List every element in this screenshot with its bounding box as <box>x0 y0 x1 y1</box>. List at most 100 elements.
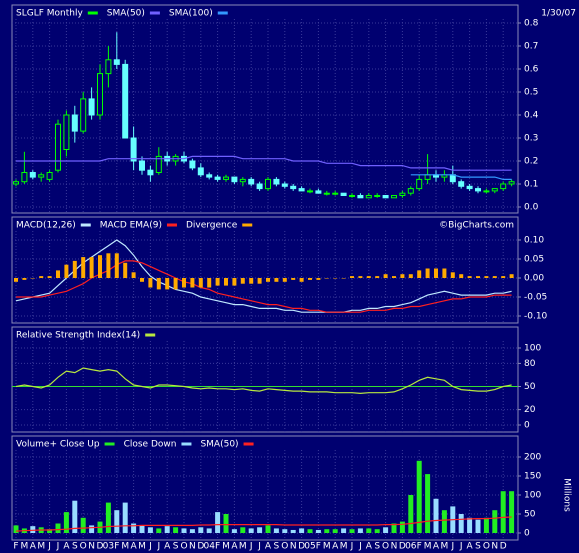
legend-label: Close Down <box>124 440 177 450</box>
candle-body <box>458 181 465 187</box>
candle-body <box>105 59 112 75</box>
bar <box>509 491 515 533</box>
candle-body <box>80 98 87 132</box>
x-tick-label: J <box>350 542 354 552</box>
bar <box>483 517 489 533</box>
y-tick-label: -0.10 <box>524 312 548 322</box>
bar <box>383 527 389 533</box>
x-tick-label: N <box>290 542 297 552</box>
x-tick-label: A <box>131 542 138 552</box>
y-tick-label: 0 <box>524 421 530 431</box>
bar <box>198 278 203 288</box>
x-tick-label: N <box>88 542 95 552</box>
y-tick-label: 20 <box>524 405 536 415</box>
y-tick-label: 0.8 <box>524 19 539 29</box>
date-label: 1/30/07 <box>541 9 576 19</box>
panel-frame <box>11 4 519 214</box>
bar <box>333 278 338 279</box>
legend-label: Divergence <box>186 221 238 231</box>
bar <box>375 276 380 278</box>
bar <box>249 278 254 284</box>
candle-body <box>239 178 246 183</box>
candle-body <box>63 114 70 150</box>
x-tick-label: M <box>323 542 331 552</box>
bar <box>416 460 422 533</box>
bar <box>198 527 204 533</box>
x-tick-label: D <box>399 542 406 552</box>
bar <box>240 278 245 284</box>
candle-body <box>46 172 53 180</box>
y-tick-label: 0.00 <box>524 274 544 284</box>
x-tick-label: A <box>467 542 474 552</box>
bar <box>182 278 186 288</box>
bar <box>316 278 321 280</box>
x-tick-label: O <box>180 542 187 552</box>
bar <box>257 278 262 284</box>
bar <box>476 276 480 278</box>
bar <box>215 512 221 533</box>
x-tick-label: S <box>374 542 380 552</box>
x-tick-label: J <box>148 542 152 552</box>
y-tick-label: 0.4 <box>524 111 539 121</box>
bar <box>148 278 153 288</box>
candle-body <box>424 174 431 180</box>
legend-swatch <box>87 11 98 15</box>
x-tick-label: O <box>80 542 87 552</box>
y-tick-label: 50 <box>524 510 536 520</box>
candle-body <box>88 98 95 116</box>
x-tick-label: M <box>441 542 449 552</box>
bar <box>47 276 52 278</box>
legend-swatch <box>145 333 156 337</box>
bar <box>350 276 354 278</box>
y-tick-label: 50 <box>524 382 536 392</box>
candle-body <box>500 183 507 190</box>
bar <box>55 523 61 533</box>
candle-body <box>340 192 347 196</box>
x-tick-label: M <box>21 542 29 552</box>
series-line <box>15 239 512 313</box>
bar <box>357 528 363 533</box>
candle-body <box>273 178 280 185</box>
x-tick-label: J <box>156 542 160 552</box>
x-tick-label: 04 <box>203 542 215 552</box>
legend-swatch <box>243 442 254 446</box>
bar <box>332 529 338 533</box>
x-tick-label: M <box>138 542 146 552</box>
bar <box>324 278 329 279</box>
x-tick-label: O <box>281 542 288 552</box>
candle-body <box>97 73 103 116</box>
legend-label: SMA(50) <box>200 440 238 450</box>
y-tick-label: 0.6 <box>524 65 539 75</box>
candle-body <box>382 195 389 199</box>
legend-bg <box>13 437 517 450</box>
x-tick-label: F <box>13 542 18 552</box>
candle-body <box>399 192 406 196</box>
bar <box>383 274 388 278</box>
bar <box>131 272 136 278</box>
candle-body <box>197 167 204 176</box>
bar <box>257 527 263 533</box>
bar <box>207 278 212 288</box>
bar <box>282 278 287 282</box>
x-tick-label: S <box>475 542 481 552</box>
candle-body <box>508 181 515 185</box>
bar <box>30 526 36 533</box>
candle-body <box>55 123 61 171</box>
bar <box>299 278 304 282</box>
candle-body <box>298 188 305 192</box>
candle-body <box>189 160 196 169</box>
bar <box>56 270 60 278</box>
x-tick-label: S <box>274 542 280 552</box>
bar <box>290 529 296 533</box>
legend-label: SMA(50) <box>107 9 145 19</box>
bar <box>509 274 514 278</box>
x-tick-label: A <box>30 542 37 552</box>
candle-body <box>130 137 137 162</box>
y-tick-label: 80 <box>524 359 536 369</box>
candle-body <box>155 155 162 173</box>
bar <box>374 529 380 533</box>
candle-body <box>475 188 481 192</box>
legend-bg <box>13 218 517 231</box>
